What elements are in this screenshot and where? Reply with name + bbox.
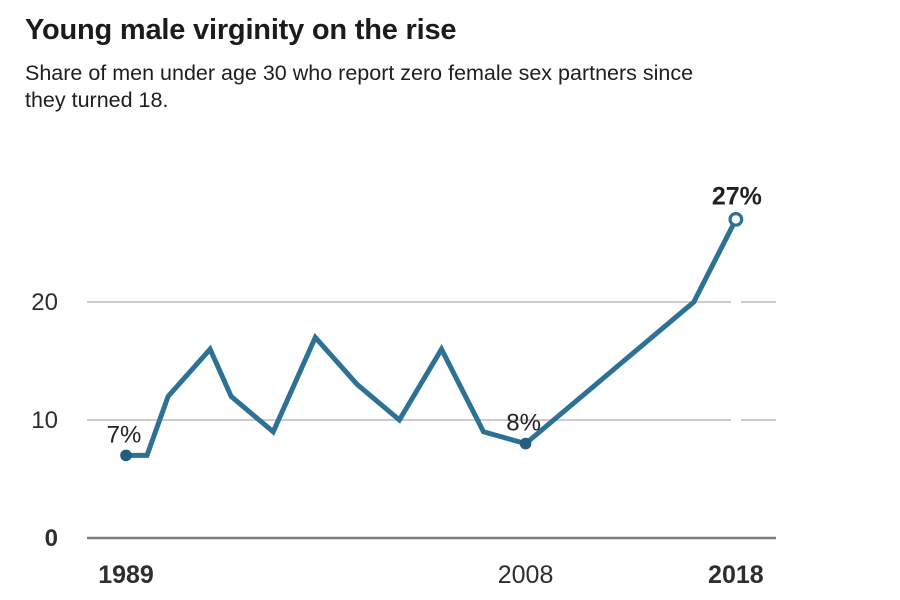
data-point-2018-open-marker bbox=[728, 211, 744, 227]
chart-subtitle-line2: they turned 18. bbox=[25, 87, 169, 112]
x-axis-label: 1989 bbox=[98, 561, 154, 589]
data-line bbox=[126, 218, 739, 458]
data-point-1989-marker bbox=[120, 449, 132, 462]
chart-subtitle-line1: Share of men under age 30 who report zer… bbox=[25, 61, 694, 85]
data-label-2008: 8% bbox=[506, 410, 541, 437]
data-label-2018: 27% bbox=[712, 182, 762, 210]
chart-title: Young male virginity on the rise bbox=[25, 14, 457, 46]
data-point-2008-marker bbox=[519, 437, 532, 450]
y-axis-label: 10 bbox=[31, 407, 58, 434]
chart-subtitle: Share of men under age 30 who report zer… bbox=[25, 60, 693, 113]
x-axis-label: 2008 bbox=[498, 561, 554, 589]
y-axis-label: 20 bbox=[31, 289, 58, 316]
y-axis-label: 0 bbox=[45, 525, 58, 552]
data-label-1989: 7% bbox=[107, 421, 142, 448]
x-axis-label: 2018 bbox=[708, 561, 764, 589]
